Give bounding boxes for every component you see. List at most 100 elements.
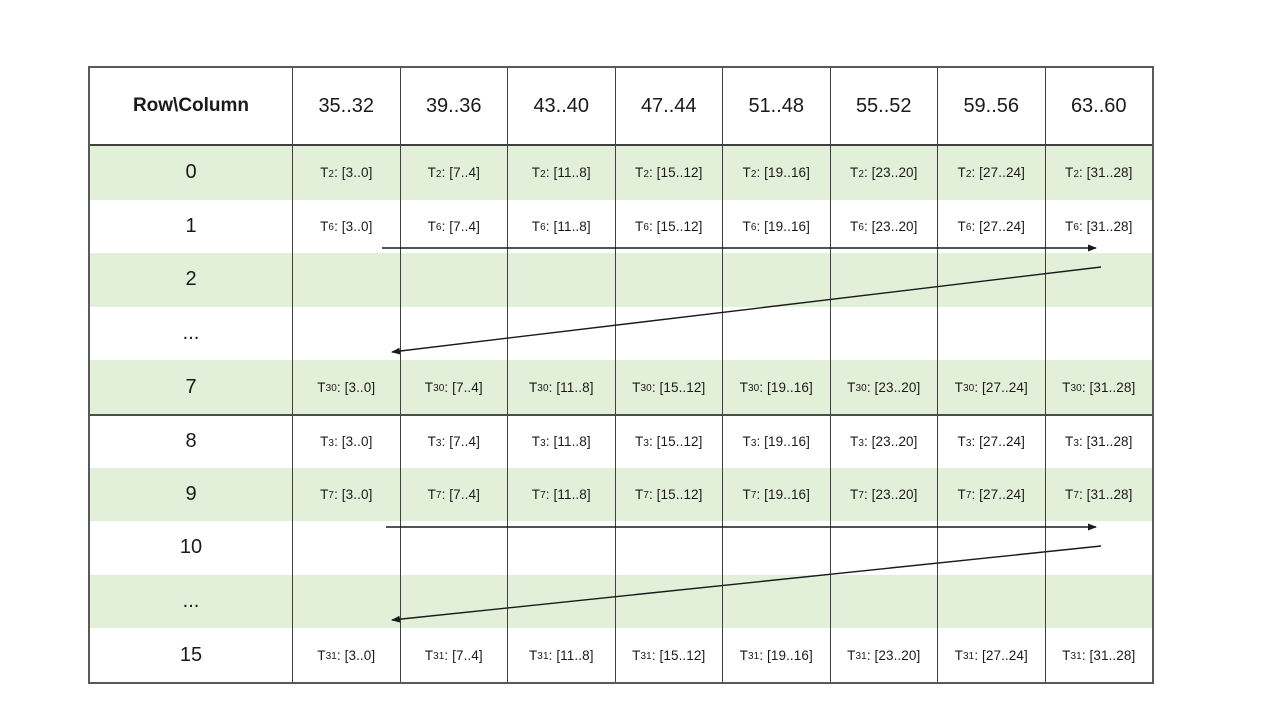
table-cell-empty	[1044, 253, 1152, 307]
table-cell: T 30: [7..4]	[399, 360, 507, 414]
row-label: ...	[182, 322, 200, 345]
table-cell-empty	[722, 574, 830, 629]
table-cell-empty	[614, 574, 722, 629]
table-cell-empty	[399, 574, 507, 629]
table-cell-empty	[722, 253, 830, 307]
table-cell-empty	[829, 574, 937, 629]
table-cell-empty	[829, 521, 938, 575]
table-cell-empty	[292, 521, 400, 575]
table-cell-empty	[507, 574, 615, 629]
table-cell-empty	[1044, 306, 1153, 361]
table-cell: T 31: [23..20]	[829, 628, 938, 682]
table-cell: T 31: [7..4]	[399, 628, 508, 682]
row-label: 8	[90, 413, 292, 468]
table-cell-empty	[1044, 521, 1153, 575]
column-header: 55..52	[829, 68, 937, 146]
table-cell: T 31: [11..8]	[507, 628, 615, 682]
table-cell-empty	[507, 306, 615, 361]
row-label: 2	[90, 253, 292, 307]
column-header: 47..44	[614, 68, 722, 146]
table-cell-empty	[722, 521, 830, 575]
table-cell-empty	[292, 253, 400, 307]
table-cell: T 30: [31..28]	[1044, 360, 1152, 414]
register-layout-table: Row\Column 35..32 39..36 43..40 47..44 51..48…	[88, 66, 1154, 684]
table-cell: T 30: [23..20]	[829, 360, 937, 414]
row-label: ...	[90, 574, 292, 629]
table-cell-empty	[937, 253, 1045, 307]
table-cell: T 31: [31..28]	[1044, 628, 1153, 682]
table-cell-empty	[614, 306, 723, 361]
table-cell-empty	[399, 521, 508, 575]
table-cell: T 30: [15..12]	[614, 360, 722, 414]
column-header: 59..56	[937, 68, 1045, 146]
corner-header: Row\Column	[90, 68, 292, 146]
table-cell-empty	[937, 306, 1045, 361]
table-cell-empty	[937, 574, 1045, 629]
column-header: 43..40	[507, 68, 615, 146]
table-cell: T 30: [11..8]	[507, 360, 615, 414]
column-header: 39..36	[399, 68, 507, 146]
table-cell-empty	[829, 306, 938, 361]
table-cell: T 30: [19..16]	[722, 360, 830, 414]
table-cell: T 31: [3..0]	[292, 628, 400, 682]
row-label: 9	[90, 467, 292, 522]
row-label: 0	[90, 146, 292, 200]
row-label: 7	[90, 360, 292, 414]
table-cell-empty	[614, 521, 723, 575]
row-label: 1	[185, 214, 197, 237]
table-cell: T 31: [19..16]	[722, 628, 830, 682]
table-cell-empty	[399, 253, 507, 307]
row-label: 10	[179, 536, 203, 559]
table-cell-empty	[722, 306, 830, 361]
column-header: 51..48	[722, 68, 830, 146]
column-header: 63..60	[1044, 68, 1152, 146]
table-cell: T 30: [27..24]	[937, 360, 1045, 414]
table-cell: T 31: [27..24]	[937, 628, 1045, 682]
row-label: 15	[179, 643, 203, 666]
table-cell-empty	[507, 253, 615, 307]
table-cell-empty	[292, 306, 400, 361]
table-cell: T 31: [15..12]	[614, 628, 723, 682]
column-header: 35..32	[292, 68, 400, 146]
table-cell-empty	[1044, 574, 1152, 629]
table-cell-empty	[937, 521, 1045, 575]
table-cell-empty	[399, 306, 508, 361]
table-cell-empty	[507, 521, 615, 575]
table-cell-empty	[614, 253, 722, 307]
table-cell-empty	[829, 253, 937, 307]
table-cell: T 30: [3..0]	[292, 360, 400, 414]
